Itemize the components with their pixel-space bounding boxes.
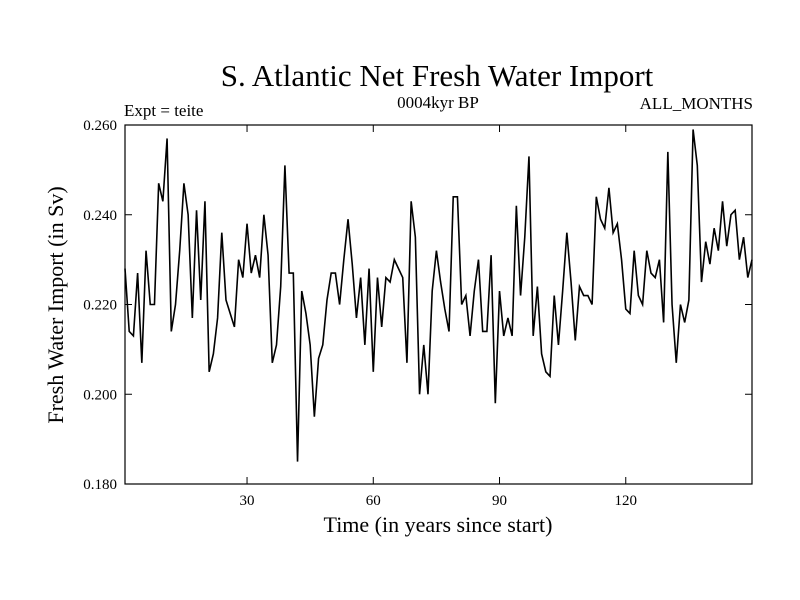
y-tick-label: 0.200 [83,387,117,403]
y-tick-label: 0.260 [83,118,117,134]
y-tick-label: 0.240 [83,208,117,224]
plot-frame [124,124,753,485]
y-axis-label: Fresh Water Import (in Sv) [43,186,68,423]
y-tick-label: 0.180 [83,477,117,493]
x-tick-label: 30 [240,493,255,509]
x-tick-label: 60 [366,493,381,509]
series-line [124,129,753,462]
months-label: ALL_MONTHS [640,94,753,113]
y-tick-label: 0.220 [83,298,117,314]
experiment-label: Expt = teite [124,101,203,120]
chart-title: S. Atlantic Net Fresh Water Import [221,58,654,93]
x-tick-label: 120 [615,493,638,509]
x-axis: 30 60 90 120 [240,125,637,509]
x-axis-label: Time (in years since start) [324,512,553,537]
x-tick-label: 90 [492,493,507,509]
period-label: 0004kyr BP [397,93,479,112]
y-axis: 0.180 0.200 0.220 0.240 0.260 [83,118,752,493]
